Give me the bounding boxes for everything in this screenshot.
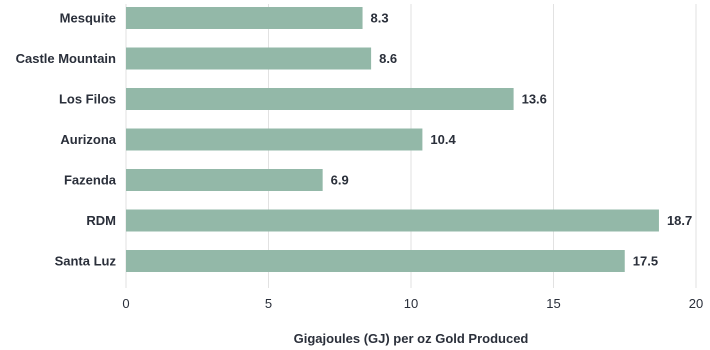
bars — [126, 7, 659, 272]
category-labels: Mesquite Castle Mountain Los Filos Aurizona… — [16, 11, 117, 269]
x-tick-labels: 0 5 10 15 20 — [122, 296, 703, 311]
x-tick-label: 20 — [689, 296, 703, 311]
x-axis-title: Gigajoules (GJ) per oz Gold Produced — [294, 331, 529, 346]
bar-mesquite — [126, 7, 363, 29]
bar-castle-mountain — [126, 47, 372, 70]
bar-los-filos — [126, 88, 514, 110]
value-label: 8.3 — [371, 11, 389, 26]
value-label: 8.6 — [379, 51, 397, 66]
bar-aurizona — [126, 128, 423, 151]
category-label: Los Filos — [59, 92, 116, 107]
x-tick-label: 5 — [265, 296, 272, 311]
category-label: Mesquite — [60, 11, 116, 26]
value-label: 18.7 — [667, 213, 692, 228]
bar-fazenda — [126, 169, 323, 191]
x-tick-label: 15 — [546, 296, 560, 311]
value-label: 17.5 — [633, 254, 658, 269]
bar-santa-luz — [126, 250, 625, 272]
category-label: Fazenda — [64, 173, 117, 188]
value-labels: 8.3 8.6 13.6 10.4 6.9 18.7 17.5 — [331, 11, 693, 269]
value-label: 13.6 — [522, 92, 547, 107]
bar-rdm — [126, 209, 659, 232]
value-label: 6.9 — [331, 173, 349, 188]
category-label: Santa Luz — [55, 254, 117, 269]
x-tick-label: 0 — [122, 296, 129, 311]
category-label: Castle Mountain — [16, 51, 116, 66]
x-tick-label: 10 — [404, 296, 418, 311]
category-label: Aurizona — [60, 132, 116, 147]
category-label: RDM — [86, 213, 116, 228]
value-label: 10.4 — [430, 132, 456, 147]
